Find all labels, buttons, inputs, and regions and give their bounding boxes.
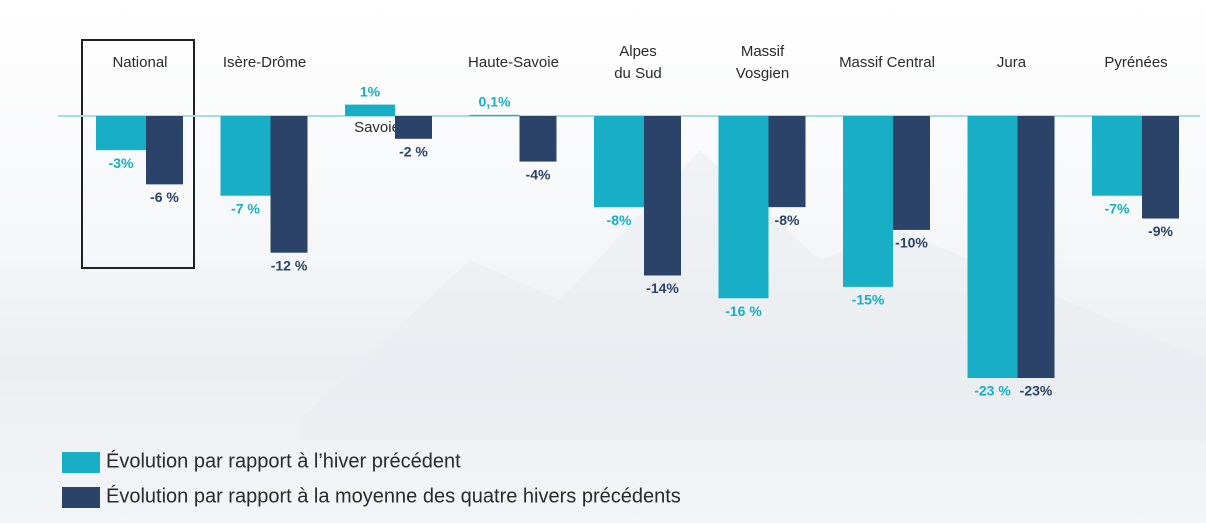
value-label: -8% <box>607 212 632 228</box>
bar <box>271 116 308 253</box>
category-label: Haute-Savoie <box>468 54 559 71</box>
bar <box>1092 116 1142 196</box>
value-label: -12 % <box>271 257 308 273</box>
bar <box>1018 116 1055 378</box>
value-label: -9% <box>1148 223 1173 239</box>
category-label: Pyrénées <box>1104 54 1167 71</box>
bar <box>968 116 1018 378</box>
value-label: -2 % <box>399 143 428 159</box>
bar <box>470 115 520 116</box>
legend-swatch <box>62 487 100 508</box>
category-label: Jura <box>997 54 1027 71</box>
value-label: -8% <box>775 212 800 228</box>
bar <box>345 105 395 116</box>
value-label: -23 % <box>974 383 1011 399</box>
bar <box>843 116 893 287</box>
bar <box>769 116 806 207</box>
legend-label: Évolution par rapport à la moyenne des q… <box>106 484 681 507</box>
bar <box>395 116 432 139</box>
bar <box>520 116 557 162</box>
legend-swatch <box>62 452 100 473</box>
bar <box>893 116 930 230</box>
category-label: Massif Central <box>839 54 935 71</box>
bar <box>644 116 681 275</box>
bar <box>96 116 146 150</box>
value-label: -7 % <box>231 200 260 216</box>
bar <box>1142 116 1179 219</box>
value-label: -16 % <box>725 303 762 319</box>
value-label: -3% <box>109 155 134 171</box>
bar <box>221 116 271 196</box>
value-label: -15% <box>852 292 885 308</box>
value-label: -14% <box>646 280 679 296</box>
value-label: 0,1% <box>479 94 511 110</box>
chart: National -3% -6 % Isère-Drôme -7 % -12 % Savoi… <box>0 0 1206 523</box>
value-label: -4% <box>526 166 551 182</box>
category-label: National <box>112 54 167 71</box>
bar <box>719 116 769 298</box>
value-label: -6 % <box>150 189 179 205</box>
value-label: -7% <box>1105 200 1130 216</box>
bar <box>146 116 183 184</box>
legend-label: Évolution par rapport à l’hiver précéden… <box>106 449 461 472</box>
bar <box>594 116 644 207</box>
category-label: Isère-Drôme <box>223 54 306 71</box>
value-label: -23% <box>1020 383 1053 399</box>
value-label: 1% <box>360 83 381 99</box>
category-label: Savoie <box>354 119 400 136</box>
value-label: -10% <box>895 235 928 251</box>
